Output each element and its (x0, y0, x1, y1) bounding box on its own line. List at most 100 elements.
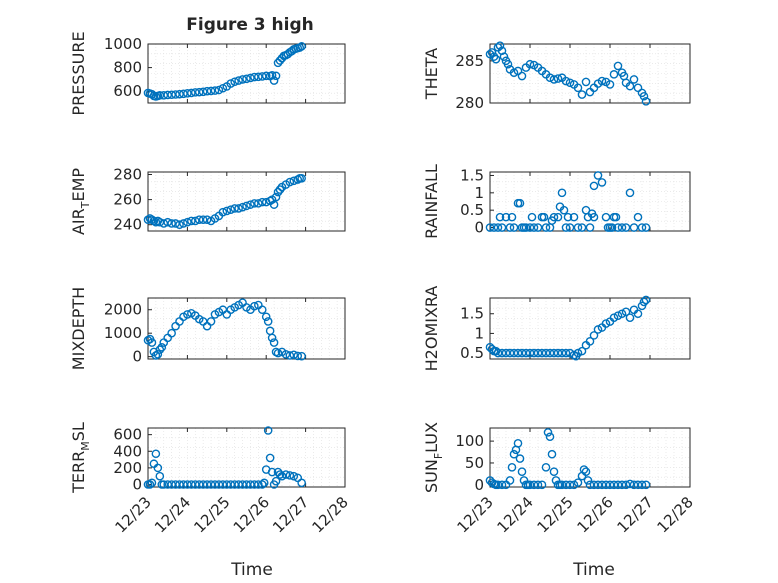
data-point (517, 467, 527, 477)
data-point (589, 212, 599, 222)
data-point (147, 478, 157, 488)
data-point (265, 453, 275, 463)
data-point (489, 223, 499, 232)
data-point (545, 348, 555, 358)
figure-title: Figure 3 high (186, 15, 314, 35)
data-point (234, 204, 243, 213)
data-point (175, 317, 184, 326)
y-tick-label: 1000 (104, 35, 142, 53)
data-point (617, 309, 627, 319)
data-point (503, 59, 513, 69)
data-point (226, 79, 236, 88)
data-point (601, 212, 611, 222)
data-point (613, 223, 623, 232)
y-axis-label: SUNFLUX (422, 422, 445, 493)
data-point (505, 476, 515, 485)
data-point (633, 212, 643, 222)
data-point (259, 478, 269, 488)
data-point (297, 351, 306, 361)
data-point (541, 463, 551, 472)
data-point (537, 348, 547, 358)
data-point (621, 480, 631, 490)
y-axis-label: PRESSURE (69, 31, 88, 115)
data-point (505, 348, 515, 358)
x-axis-label-left: Time (230, 560, 273, 580)
data-point (527, 212, 537, 222)
data-point (257, 305, 267, 315)
data-point (609, 313, 619, 322)
data-point (293, 351, 303, 361)
data-point (242, 201, 251, 211)
y-tick-label: 0 (132, 348, 142, 366)
data-point (547, 449, 557, 459)
data-point (521, 348, 531, 358)
data-point (553, 74, 563, 83)
data-point (577, 346, 587, 356)
data-point (297, 42, 306, 51)
y-tick-label: 1000 (104, 324, 142, 342)
data-point (629, 75, 639, 84)
data-point (261, 71, 271, 81)
x-tick-label: 12/23 (112, 493, 155, 536)
data-point (285, 471, 295, 480)
data-point (277, 471, 287, 481)
data-point (525, 59, 535, 69)
data-point (545, 73, 555, 83)
data-point (167, 90, 176, 100)
x-tick-label: 12/26 (230, 493, 273, 536)
data-point (263, 426, 273, 435)
data-point (218, 207, 228, 217)
data-point (577, 90, 587, 99)
y-tick-label: 240 (113, 216, 142, 234)
data-point (273, 348, 283, 358)
data-point (202, 215, 212, 225)
data-point (561, 480, 571, 490)
data-point (549, 348, 559, 358)
data-point (151, 217, 161, 227)
data-point (515, 198, 525, 208)
data-point (230, 204, 239, 213)
data-point (267, 333, 277, 343)
data-point (613, 61, 623, 71)
data-point (285, 351, 295, 360)
data-point (625, 313, 635, 322)
data-point (167, 219, 176, 228)
y-tick-label: 1 (474, 324, 484, 342)
data-point (222, 206, 232, 216)
data-point (509, 348, 519, 358)
data-point (561, 76, 571, 86)
data-point (289, 471, 299, 481)
data-point (163, 90, 172, 100)
y-tick-label: 0 (474, 476, 484, 494)
data-point (206, 86, 216, 96)
data-point (579, 465, 589, 474)
data-point (501, 348, 511, 358)
plot-box (147, 43, 346, 104)
data-point (565, 78, 575, 88)
data-point (293, 175, 303, 184)
x-tick-label: 12/23 (454, 493, 497, 536)
data-point (605, 480, 615, 490)
data-point (261, 312, 271, 322)
data-point (597, 76, 607, 86)
axes-3: 240 260 280 AIRTEMP (69, 166, 346, 235)
data-point (585, 223, 595, 232)
data-point (210, 86, 220, 95)
data-point (190, 216, 200, 226)
data-point (183, 89, 192, 98)
data-point (495, 212, 505, 222)
data-point (226, 205, 236, 214)
data-point (257, 197, 267, 207)
y-tick-label: 0.5 (460, 344, 484, 362)
data-point (585, 480, 595, 490)
data-point (521, 223, 531, 232)
data-point (625, 479, 635, 489)
x-tick-label: 12/25 (190, 493, 233, 536)
data-point (605, 80, 615, 89)
data-point (525, 348, 535, 358)
data-point (557, 188, 567, 198)
data-point (585, 87, 595, 97)
plot-box (147, 427, 346, 488)
data-point (581, 77, 591, 87)
